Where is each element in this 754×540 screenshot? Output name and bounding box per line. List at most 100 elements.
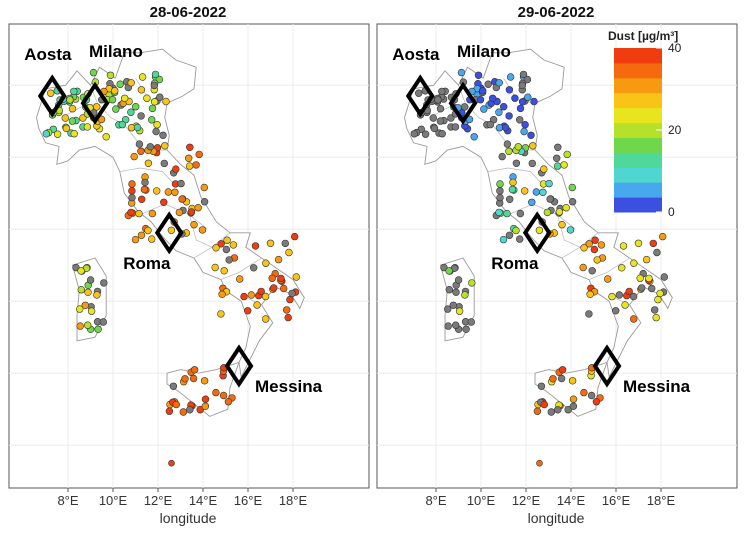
station-point [554,406,562,414]
station-point [262,259,270,267]
station-point [558,221,566,229]
station-point [518,81,527,90]
station-point [503,209,511,218]
station-point [62,124,71,133]
station-point [645,274,653,283]
legend-tick-label: 0 [668,205,675,219]
station-point [648,284,656,293]
station-point [558,366,567,374]
region-boundary [139,203,208,230]
station-point [196,406,204,414]
station-point [505,112,513,120]
station-point [148,209,157,218]
station-point [262,315,270,323]
station-point [495,79,503,87]
station-point [587,391,596,400]
station-point [131,235,140,244]
legend-swatch [614,152,662,168]
station-point [498,152,506,161]
station-point [222,245,231,254]
station-point [201,395,210,403]
station-point [597,241,606,249]
station-point [474,71,483,80]
station-point [284,313,292,322]
station-point [155,75,164,84]
station-point [110,87,119,95]
station-point [261,292,270,301]
station-point [519,70,528,79]
x-axis-label: longitude [159,510,217,526]
legend-swatch [614,107,662,124]
station-point [200,377,209,385]
station-point [244,307,252,315]
station-point [555,208,564,216]
station-point [588,267,596,275]
station-point [592,398,601,406]
station-point [654,295,662,304]
x-axis-label: longitude [527,510,585,526]
station-point [219,391,228,400]
station-point [514,143,523,151]
station-point [496,180,504,188]
station-point [164,188,173,196]
station-point [586,290,594,298]
station-point [524,93,532,101]
station-point [539,188,547,197]
station-point [486,120,495,129]
station-point [545,179,553,188]
station-point [229,241,238,249]
station-point [621,301,629,309]
station-point [160,198,168,207]
station-point [94,325,102,333]
station-point [161,142,169,150]
station-point [212,388,220,397]
station-point [195,150,203,159]
station-point [503,140,512,148]
station-point [187,208,196,216]
station-point [543,208,552,217]
station-point [429,114,437,122]
station-point [156,93,164,101]
station-point [516,235,524,243]
station-point [449,301,458,309]
station-point [266,239,275,248]
station-point [568,377,577,385]
x-tick-label: 18°E [279,493,308,508]
station-point [169,382,178,390]
station-point [540,400,549,409]
station-point [200,198,209,206]
station-point [495,208,503,217]
station-point [528,159,537,168]
station-point [185,154,193,163]
station-point [430,124,439,133]
station-point [532,188,541,196]
map-content: Aosta Milano Roma Messina 8°E 10°E 12°E 14°E 16°… [8,23,370,508]
station-point [512,159,521,168]
station-point [518,98,527,106]
station-point [461,291,469,299]
station-point [478,87,487,95]
station-point [585,310,593,318]
station-point [593,256,601,264]
station-point [175,208,184,217]
station-point [508,185,517,194]
region-boundary [220,257,262,280]
dust-legend: Dust [µg/m³]40 20 0 [608,29,682,219]
station-point [106,71,115,80]
station-point [653,248,661,257]
station-point [224,398,233,406]
station-point [81,301,90,309]
panel-title: 28-06-2022 [149,4,227,21]
x-tick-label: 8°E [57,493,78,508]
station-point [629,292,638,301]
station-point [434,96,442,104]
station-point [659,232,667,241]
station-point [137,231,146,240]
legend-tick-label: 20 [668,123,682,137]
city-marker-roma [522,211,552,255]
station-point [625,287,633,296]
station-point [189,374,198,383]
station-point [557,374,566,383]
station-point [190,366,199,374]
station-point [186,143,194,152]
